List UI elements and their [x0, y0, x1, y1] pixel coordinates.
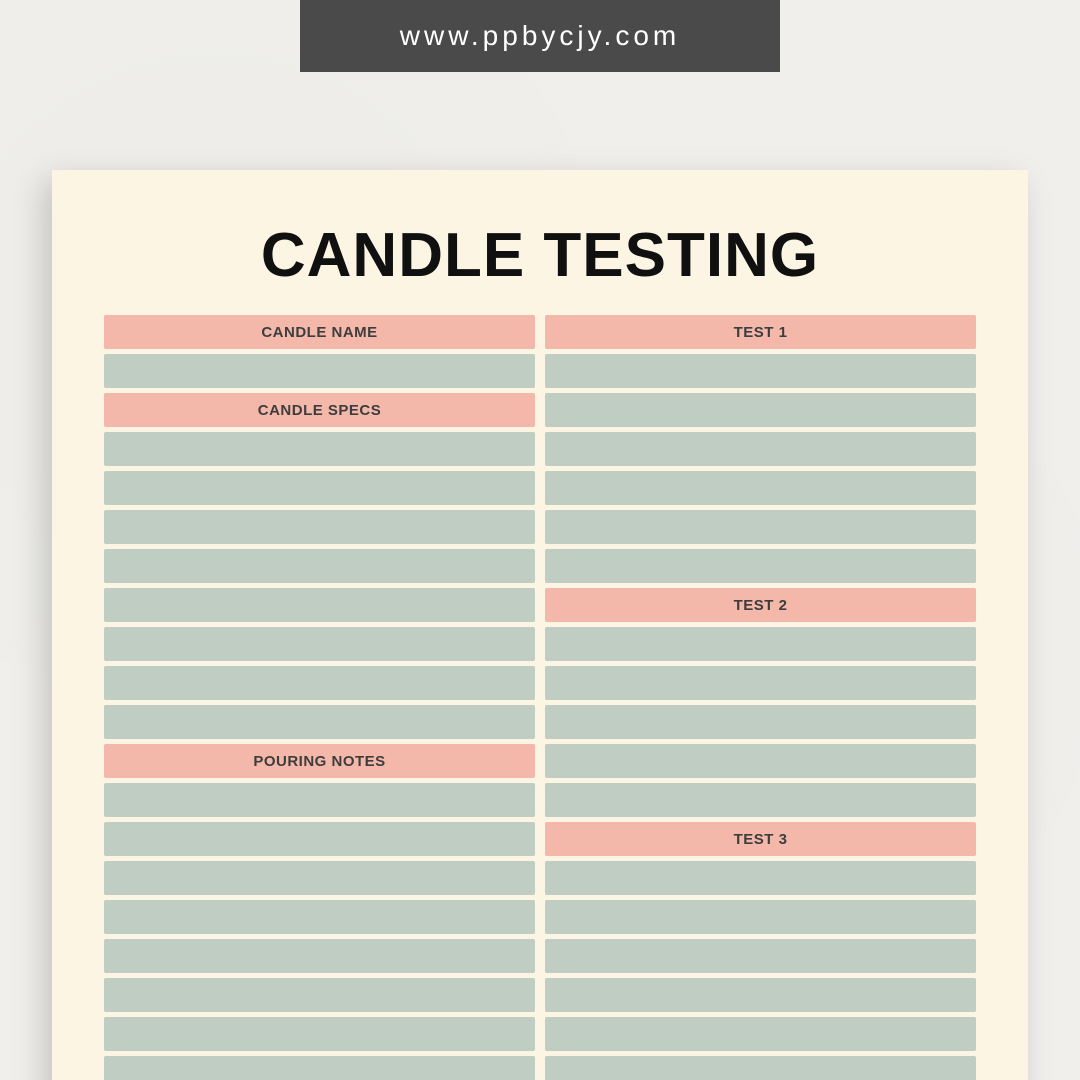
right-input-row[interactable] [545, 471, 976, 505]
right-header-label-7: TEST 2 [734, 597, 788, 614]
right-input-row[interactable] [545, 432, 976, 466]
page-title: CANDLE TESTING [104, 220, 976, 291]
left-input-row[interactable] [104, 705, 535, 739]
right-input-row[interactable] [545, 783, 976, 817]
left-input-row[interactable] [104, 666, 535, 700]
left-header-label-11: POURING NOTES [253, 753, 385, 770]
watermark-bar: www.ppbycjy.com [300, 0, 780, 72]
left-header-2: CANDLE SPECS [104, 393, 535, 427]
form-grid: CANDLE NAME CANDLE SPECS POURING NOTES TES… [104, 315, 976, 1080]
right-header-13: TEST 3 [545, 822, 976, 856]
left-input-row[interactable] [104, 1017, 535, 1051]
right-input-row[interactable] [545, 510, 976, 544]
right-input-row[interactable] [545, 861, 976, 895]
right-input-row[interactable] [545, 354, 976, 388]
right-input-row[interactable] [545, 978, 976, 1012]
right-input-row[interactable] [545, 744, 976, 778]
left-input-row[interactable] [104, 432, 535, 466]
left-header-label-2: CANDLE SPECS [258, 402, 382, 419]
left-header-11: POURING NOTES [104, 744, 535, 778]
left-input-row[interactable] [104, 978, 535, 1012]
left-column: CANDLE NAME CANDLE SPECS POURING NOTES [104, 315, 535, 1080]
right-input-row[interactable] [545, 393, 976, 427]
right-input-row[interactable] [545, 939, 976, 973]
left-input-row[interactable] [104, 588, 535, 622]
left-input-row[interactable] [104, 861, 535, 895]
right-header-7: TEST 2 [545, 588, 976, 622]
left-input-row[interactable] [104, 900, 535, 934]
left-input-row[interactable] [104, 627, 535, 661]
right-header-label-13: TEST 3 [734, 831, 788, 848]
left-input-row[interactable] [104, 354, 535, 388]
right-input-row[interactable] [545, 1017, 976, 1051]
left-input-row[interactable] [104, 1056, 535, 1080]
right-input-row[interactable] [545, 705, 976, 739]
right-input-row[interactable] [545, 900, 976, 934]
watermark-url: www.ppbycjy.com [400, 20, 680, 52]
left-input-row[interactable] [104, 549, 535, 583]
left-input-row[interactable] [104, 783, 535, 817]
right-column: TEST 1 TEST 2 TEST 3 [545, 315, 976, 1080]
left-input-row[interactable] [104, 822, 535, 856]
right-input-row[interactable] [545, 1056, 976, 1080]
left-header-label-0: CANDLE NAME [261, 324, 377, 341]
right-input-row[interactable] [545, 627, 976, 661]
template-page: CANDLE TESTING CANDLE NAME CANDLE SPECS PO… [52, 170, 1028, 1080]
right-header-label-0: TEST 1 [734, 324, 788, 341]
left-input-row[interactable] [104, 939, 535, 973]
left-input-row[interactable] [104, 510, 535, 544]
right-input-row[interactable] [545, 666, 976, 700]
right-input-row[interactable] [545, 549, 976, 583]
left-header-0: CANDLE NAME [104, 315, 535, 349]
left-input-row[interactable] [104, 471, 535, 505]
right-header-0: TEST 1 [545, 315, 976, 349]
